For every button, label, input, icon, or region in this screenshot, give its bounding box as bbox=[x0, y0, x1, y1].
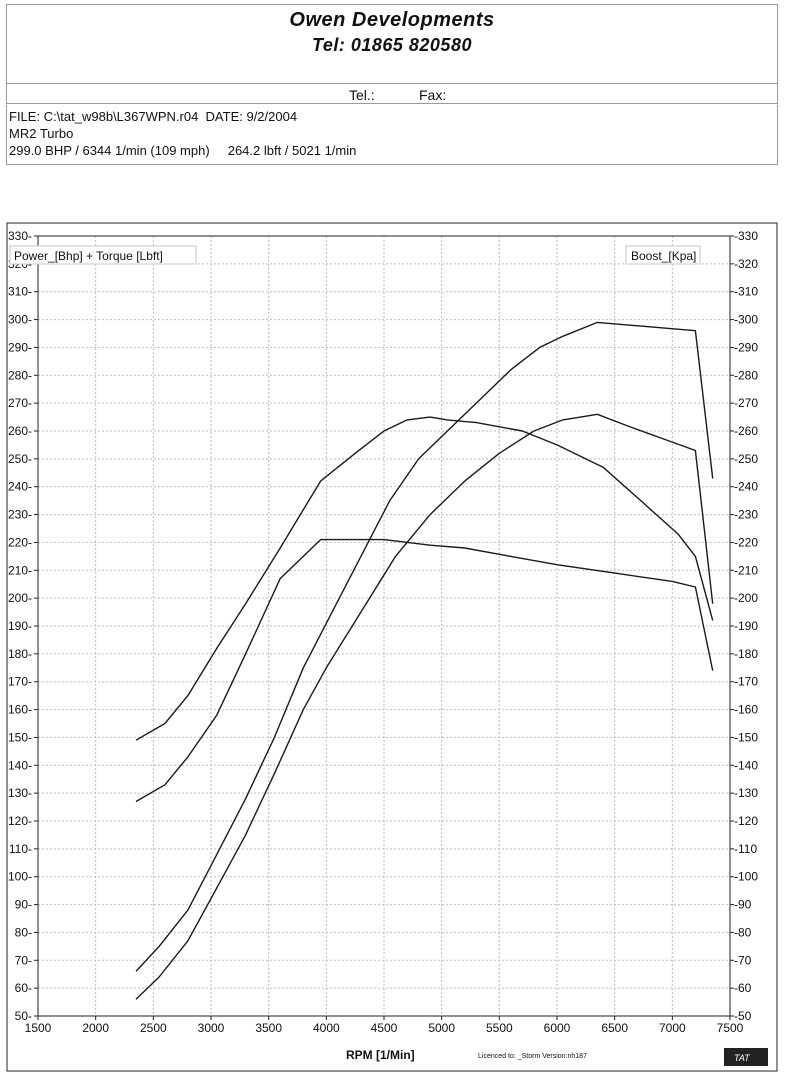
y-tick-label-left: 190- bbox=[8, 619, 32, 633]
y-tick-label-left: 290- bbox=[8, 340, 32, 354]
y-tick-label-left: 210- bbox=[8, 563, 32, 577]
y-tick-label-left: 180- bbox=[8, 647, 32, 661]
y-tick-label-left: 260- bbox=[8, 424, 32, 438]
y-tick-label-right: -260 bbox=[734, 424, 758, 438]
x-tick-label: 5500 bbox=[486, 1021, 513, 1035]
y-tick-label-right: -120 bbox=[734, 814, 758, 828]
dyno-chart-svg: 1500 2000 2500 3000 3500 4000 4500 5000 5500 6000… bbox=[6, 222, 778, 1072]
y-tick-label-left: 170- bbox=[8, 675, 32, 689]
x-tick-label: 4500 bbox=[371, 1021, 398, 1035]
y-tick-label-left: 100- bbox=[8, 870, 32, 884]
y-tick-label-left: 240- bbox=[8, 480, 32, 494]
x-tick-label: 4000 bbox=[313, 1021, 340, 1035]
x-tick-label: 7500 bbox=[717, 1021, 744, 1035]
legend-right-box bbox=[625, 245, 701, 265]
series-line-2 bbox=[135, 413, 714, 1000]
y-tick-label-right: -140 bbox=[734, 758, 758, 772]
legend-left-box bbox=[9, 245, 197, 265]
y-tick-label-left: 330- bbox=[8, 229, 32, 243]
series-line-3 bbox=[135, 416, 714, 741]
y-tick-label-left: 220- bbox=[8, 535, 32, 549]
y-tick-label-right: -60 bbox=[734, 981, 752, 995]
y-tick-label-right: -270 bbox=[734, 396, 758, 410]
company-phone: Tel: 01865 820580 bbox=[312, 35, 472, 55]
series-layer bbox=[135, 321, 714, 1000]
y-tick-label-right: -70 bbox=[734, 953, 752, 967]
company-name: Owen Developments bbox=[289, 9, 495, 31]
y-tick-label-left: 110- bbox=[9, 842, 32, 856]
y-tick-label-right: -310 bbox=[734, 285, 758, 299]
y-tick-label-right: -200 bbox=[734, 591, 758, 605]
y-tick-label-right: -230 bbox=[734, 508, 758, 522]
y-tick-label-left: 60- bbox=[15, 981, 32, 995]
y-tick-label-right: -110 bbox=[734, 842, 757, 856]
y-tick-label-right: -50 bbox=[734, 1009, 752, 1023]
car-name: MR2 Turbo bbox=[9, 126, 74, 141]
x-tick-label: 1500 bbox=[25, 1021, 52, 1035]
x-axis-title: RPM [1/Min] bbox=[346, 1048, 415, 1062]
y-tick-label-left: 80- bbox=[15, 925, 32, 939]
y-tick-label-left: 250- bbox=[8, 452, 32, 466]
tel-label: Tel.: bbox=[349, 87, 375, 103]
series-line-4 bbox=[135, 538, 714, 803]
x-tick-label: 7000 bbox=[659, 1021, 686, 1035]
run-info: FILE: C:\tat_w98b\L367WPN.r04 DATE: 9/2/… bbox=[6, 105, 778, 165]
x-tick-label: 3000 bbox=[198, 1021, 225, 1035]
series-line-1 bbox=[135, 321, 714, 972]
contact-row: Tel.: Fax: bbox=[7, 83, 777, 105]
y-tick-label-right: -300 bbox=[734, 313, 758, 327]
y-tick-label-right: -100 bbox=[734, 870, 758, 884]
y-tick-label-left: 280- bbox=[8, 368, 32, 382]
y-tick-label-right: -150 bbox=[734, 730, 758, 744]
y-tick-label-right: -170 bbox=[734, 675, 758, 689]
chart-frame bbox=[6, 222, 778, 1072]
x-tick-label: 5000 bbox=[428, 1021, 455, 1035]
x-tick-label: 2500 bbox=[140, 1021, 167, 1035]
y-tick-label-right: -280 bbox=[734, 368, 758, 382]
y-tick-label-right: -320 bbox=[734, 257, 758, 271]
y-tick-label-right: -240 bbox=[734, 480, 758, 494]
x-tick-label: 6000 bbox=[544, 1021, 571, 1035]
y-tick-label-left: 50- bbox=[15, 1009, 32, 1023]
header-box: Owen Developments Tel: 01865 820580 Tel.… bbox=[6, 4, 778, 104]
dyno-chart: 1500 2000 2500 3000 3500 4000 4500 5000 5500 6000… bbox=[6, 222, 778, 1072]
licence-text: Licenced to: _Storm Version:nh187 bbox=[478, 1053, 587, 1060]
y-tick-label-right: -250 bbox=[734, 452, 758, 466]
right-axis-label: Boost_[Kpa] bbox=[631, 249, 696, 263]
y-tick-label-left: 230- bbox=[8, 508, 32, 522]
y-tick-label-right: -290 bbox=[734, 340, 758, 354]
y-tick-label-left: 130- bbox=[8, 786, 32, 800]
y-tick-label-right: -220 bbox=[734, 535, 758, 549]
x-tick-label: 2000 bbox=[82, 1021, 109, 1035]
y-tick-label-right: -330 bbox=[734, 229, 758, 243]
y-tick-label-left: 160- bbox=[8, 703, 32, 717]
y-tick-label-left: 310- bbox=[8, 285, 32, 299]
y-tick-label-left: 300- bbox=[8, 313, 32, 327]
y-tick-label-left: 140- bbox=[8, 758, 32, 772]
tat-logo: TAT bbox=[734, 1053, 751, 1063]
x-tick-label: 6500 bbox=[601, 1021, 628, 1035]
y-tick-label-left: 150- bbox=[8, 730, 32, 744]
y-tick-label-right: -180 bbox=[734, 647, 758, 661]
fax-label: Fax: bbox=[419, 87, 447, 103]
y-tick-label-left: 200- bbox=[8, 591, 32, 605]
y-tick-label-right: -130 bbox=[734, 786, 758, 800]
y-tick-label-right: -80 bbox=[734, 925, 752, 939]
y-tick-label-right: -190 bbox=[734, 619, 758, 633]
x-tick-label: 3500 bbox=[255, 1021, 282, 1035]
y-tick-label-right: -90 bbox=[734, 898, 752, 912]
y-tick-label-left: 120- bbox=[8, 814, 32, 828]
tat-logo-box bbox=[724, 1048, 768, 1066]
left-axis-label: Power_[Bhp] + Torque [Lbft] bbox=[14, 249, 163, 263]
y-tick-label-left: 70- bbox=[15, 953, 32, 967]
y-tick-label-right: -160 bbox=[734, 703, 758, 717]
peak-values: 299.0 BHP / 6344 1/min (109 mph) 264.2 l… bbox=[9, 143, 357, 158]
y-tick-label-left: 90- bbox=[15, 898, 32, 912]
y-tick-label-right: -210 bbox=[734, 563, 758, 577]
y-tick-label-left: 270- bbox=[8, 396, 32, 410]
file-line: FILE: C:\tat_w98b\L367WPN.r04 DATE: 9/2/… bbox=[9, 109, 298, 124]
axis-layer: 1500 2000 2500 3000 3500 4000 4500 5000 5500 6000… bbox=[8, 229, 758, 1035]
